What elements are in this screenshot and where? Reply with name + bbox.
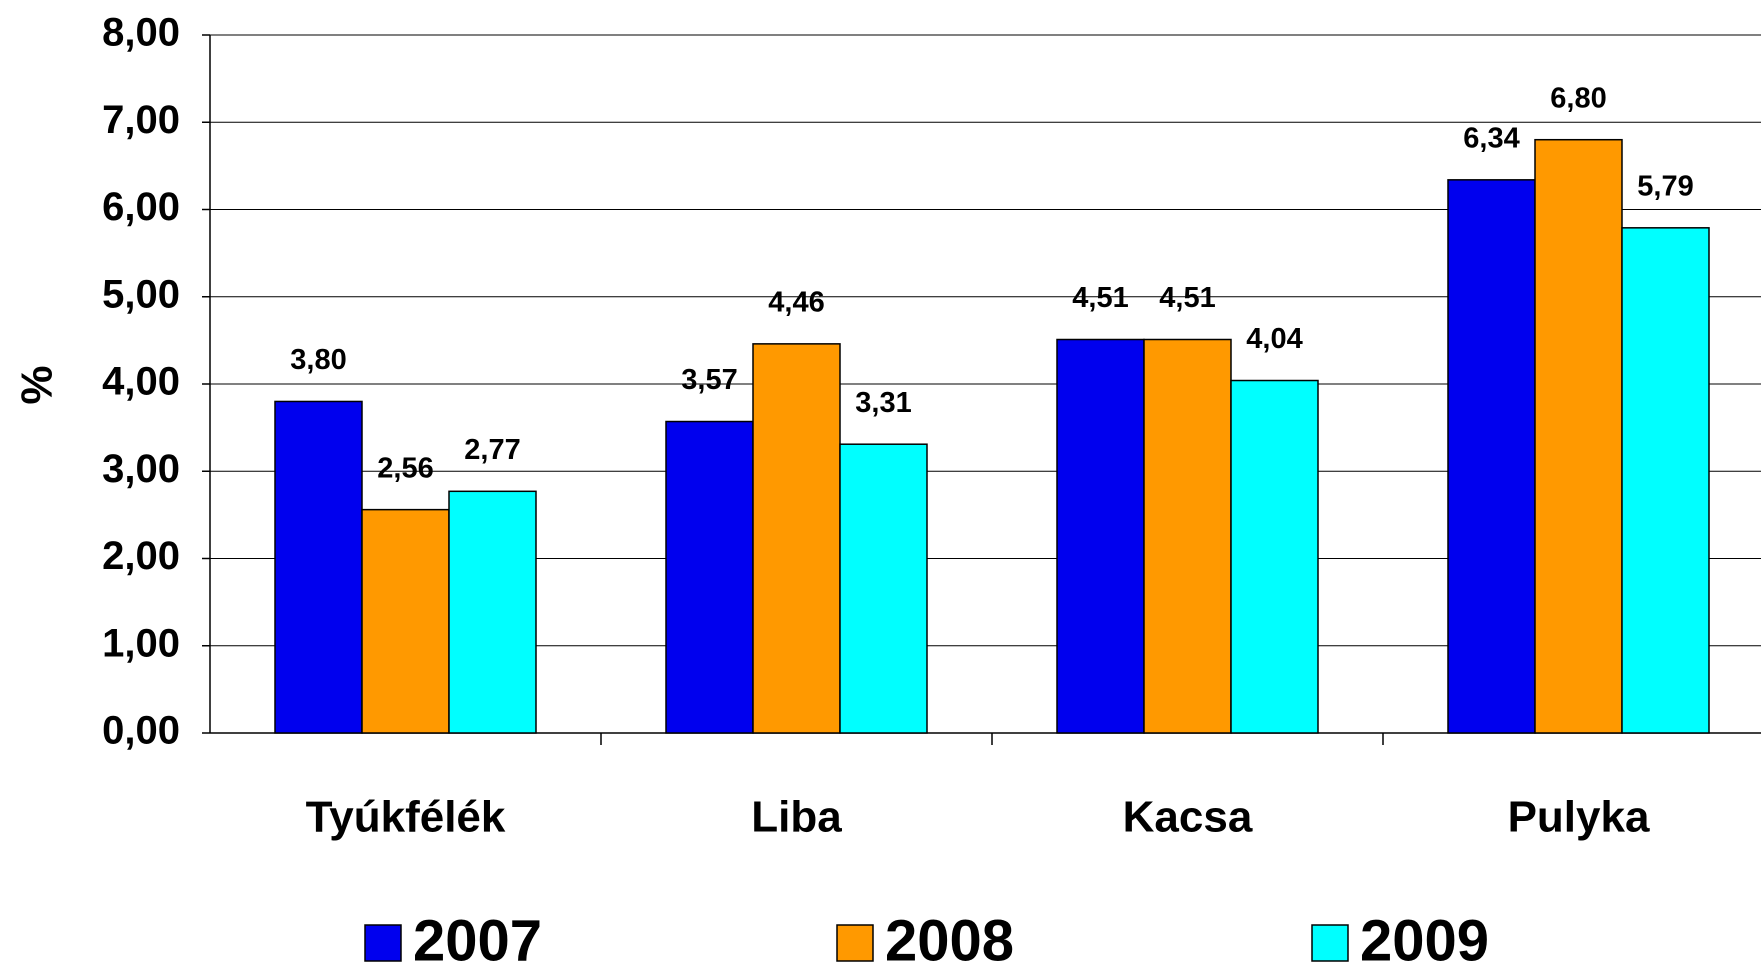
bar bbox=[665, 420, 754, 734]
legend-label: 2009 bbox=[1360, 908, 1489, 973]
data-label: 2,56 bbox=[377, 452, 433, 484]
data-label: 4,51 bbox=[1159, 282, 1215, 314]
legend-swatch bbox=[836, 924, 874, 962]
x-tick-label: Liba bbox=[751, 793, 842, 842]
data-label: 3,31 bbox=[855, 387, 911, 419]
x-tick-label: Kacsa bbox=[1123, 793, 1253, 842]
data-label: 4,51 bbox=[1072, 282, 1128, 314]
y-tick-label: 6,00 bbox=[102, 185, 180, 229]
bar bbox=[1534, 138, 1623, 734]
legend-label: 2007 bbox=[413, 908, 542, 973]
x-tick-label: Tyúkfélék bbox=[306, 793, 506, 842]
bar bbox=[1621, 227, 1710, 734]
legend-swatch bbox=[364, 924, 402, 962]
data-label: 3,57 bbox=[681, 364, 737, 396]
bar bbox=[1143, 338, 1232, 734]
bar bbox=[361, 508, 450, 734]
bar bbox=[1447, 179, 1536, 734]
data-label: 3,80 bbox=[290, 344, 346, 376]
data-label: 4,46 bbox=[768, 287, 824, 319]
data-label: 2,77 bbox=[464, 434, 520, 466]
bar bbox=[1230, 379, 1319, 734]
bar bbox=[752, 343, 841, 734]
legend-label: 2008 bbox=[885, 908, 1014, 973]
y-axis-label: % bbox=[13, 365, 62, 404]
data-label: 4,04 bbox=[1246, 323, 1302, 355]
bar bbox=[448, 490, 537, 734]
y-tick-label: 1,00 bbox=[102, 621, 180, 665]
x-tick-label: Pulyka bbox=[1508, 793, 1650, 842]
bar bbox=[274, 400, 363, 734]
data-label: 5,79 bbox=[1637, 170, 1693, 202]
bar bbox=[1056, 338, 1145, 734]
y-tick-label: 3,00 bbox=[102, 447, 180, 491]
y-tick-label: 0,00 bbox=[102, 709, 180, 753]
y-tick-label: 4,00 bbox=[102, 360, 180, 404]
y-tick-label: 7,00 bbox=[102, 98, 180, 142]
data-label: 6,80 bbox=[1550, 82, 1606, 114]
legend-swatch bbox=[1311, 924, 1349, 962]
y-tick-label: 2,00 bbox=[102, 534, 180, 578]
y-tick-label: 8,00 bbox=[102, 11, 180, 55]
y-tick-label: 5,00 bbox=[102, 272, 180, 316]
data-label: 6,34 bbox=[1463, 122, 1519, 154]
bar bbox=[839, 443, 928, 734]
